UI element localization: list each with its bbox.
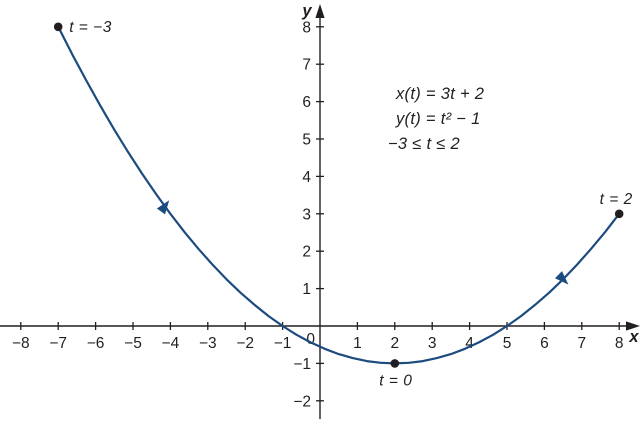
- y-tick-label: 2: [302, 244, 311, 261]
- equation-x-of-t: x(t) = 3t + 2: [396, 85, 485, 103]
- x-tick-label: 3: [428, 335, 437, 352]
- x-tick-label: 6: [540, 335, 549, 352]
- curve-point-label: t = 2: [600, 191, 633, 208]
- x-tick-label: −4: [162, 335, 180, 352]
- x-tick-label: 5: [503, 335, 512, 352]
- curve-direction-arrow: [156, 200, 170, 215]
- x-tick-label: 1: [353, 335, 362, 352]
- curve-point-label: t = −3: [69, 19, 112, 36]
- curve-point-dot: [53, 22, 63, 32]
- curve-point-label: t = 0: [379, 372, 412, 389]
- curve-direction-arrow: [555, 271, 569, 285]
- x-tick-label: −6: [87, 335, 105, 352]
- y-tick-label: 6: [302, 94, 311, 111]
- origin-label: 0: [306, 331, 315, 348]
- x-tick-label: 8: [615, 335, 624, 352]
- x-tick-label: 2: [390, 335, 399, 352]
- x-axis-title: x: [628, 328, 639, 346]
- y-tick-label: 1: [302, 281, 311, 298]
- x-axis-arrowhead: [626, 321, 640, 331]
- y-axis-arrowhead: [315, 4, 325, 18]
- y-tick-label: −2: [293, 393, 311, 410]
- x-tick-label: 4: [465, 335, 474, 352]
- y-tick-label: 5: [302, 132, 311, 149]
- curve-point-dot: [614, 209, 624, 219]
- curve-point-dot: [390, 359, 400, 368]
- y-tick-label: −1: [293, 356, 311, 373]
- y-tick-label: 8: [302, 19, 311, 36]
- equation-annotation: x(t) = 3t + 2 y(t) = t² − 1 −3 ≤ t ≤ 2: [388, 82, 484, 157]
- equation-y-of-t: y(t) = t² − 1: [396, 110, 481, 128]
- x-tick-label: −2: [236, 335, 254, 352]
- y-tick-label: 4: [302, 169, 311, 186]
- equation-t-range: −3 ≤ t ≤ 2: [388, 135, 461, 153]
- y-tick-label: 7: [302, 57, 311, 74]
- x-tick-label: −1: [274, 335, 292, 352]
- x-tick-label: −7: [49, 335, 67, 352]
- x-tick-label: −3: [199, 335, 217, 352]
- y-axis-title: y: [301, 2, 312, 20]
- x-tick-label: 7: [577, 335, 586, 352]
- x-tick-label: −8: [12, 335, 30, 352]
- x-tick-label: −5: [124, 335, 142, 352]
- y-tick-label: 3: [302, 206, 311, 223]
- parametric-curve: [57, 25, 621, 365]
